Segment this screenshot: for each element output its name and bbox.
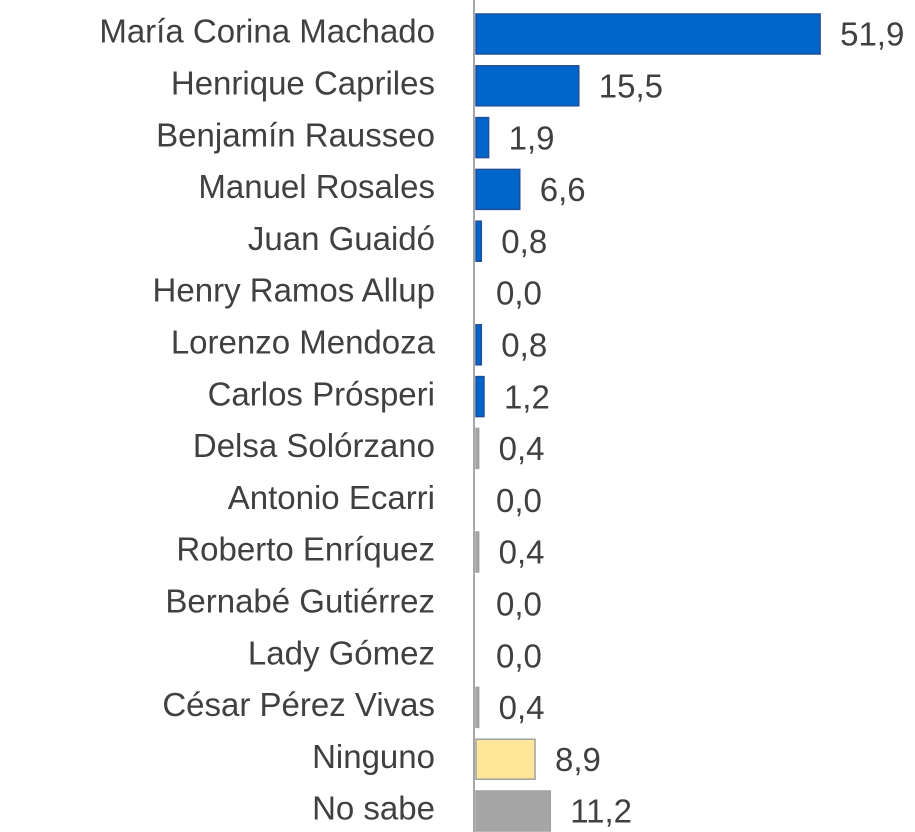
value-label: 1,2 bbox=[504, 378, 550, 415]
category-label: Roberto Enríquez bbox=[176, 531, 435, 568]
bar bbox=[475, 375, 485, 418]
value-label: 1,9 bbox=[509, 119, 555, 156]
value-label: 0,0 bbox=[496, 637, 542, 674]
value-label: 0,4 bbox=[499, 689, 545, 726]
bar bbox=[475, 13, 821, 55]
bar bbox=[475, 220, 483, 262]
bar bbox=[475, 65, 580, 107]
category-label: Henrique Capriles bbox=[171, 65, 435, 102]
bar bbox=[475, 427, 480, 470]
value-label: 0,4 bbox=[499, 430, 545, 467]
value-label: 11,2 bbox=[570, 793, 632, 830]
value-label: 0,0 bbox=[496, 482, 542, 519]
category-label: Juan Guaidó bbox=[248, 220, 435, 257]
category-label: Carlos Prósperi bbox=[208, 375, 435, 412]
value-label: 0,8 bbox=[501, 223, 547, 260]
value-label: 0,0 bbox=[496, 586, 542, 623]
category-label: No sabe bbox=[312, 790, 435, 827]
category-label: Antonio Ecarri bbox=[228, 479, 435, 516]
category-label: Bernabé Gutiérrez bbox=[165, 583, 435, 620]
category-label: María Corina Machado bbox=[99, 13, 435, 50]
bar bbox=[475, 738, 536, 780]
value-label: 8,9 bbox=[555, 741, 601, 778]
bar bbox=[475, 116, 490, 159]
bar bbox=[475, 686, 480, 729]
category-label: Lorenzo Mendoza bbox=[171, 324, 436, 361]
value-label: 6,6 bbox=[540, 171, 586, 208]
value-label: 15,5 bbox=[599, 68, 663, 105]
value-label: 51,9 bbox=[840, 16, 904, 53]
category-label: César Pérez Vivas bbox=[162, 686, 435, 723]
category-label: Benjamín Rausseo bbox=[156, 116, 435, 153]
category-label: Ninguno bbox=[312, 738, 435, 775]
value-label: 0,8 bbox=[501, 327, 547, 364]
value-label: 0,4 bbox=[499, 534, 545, 571]
bar bbox=[475, 790, 552, 832]
bar bbox=[475, 168, 521, 211]
category-label: Manuel Rosales bbox=[198, 168, 435, 205]
value-label: 0,0 bbox=[496, 275, 542, 312]
category-label: Delsa Solórzano bbox=[193, 427, 435, 464]
category-label: Lady Gómez bbox=[248, 634, 435, 671]
category-label: Henry Ramos Allup bbox=[153, 272, 435, 309]
bar bbox=[475, 324, 483, 366]
bar bbox=[475, 531, 480, 573]
